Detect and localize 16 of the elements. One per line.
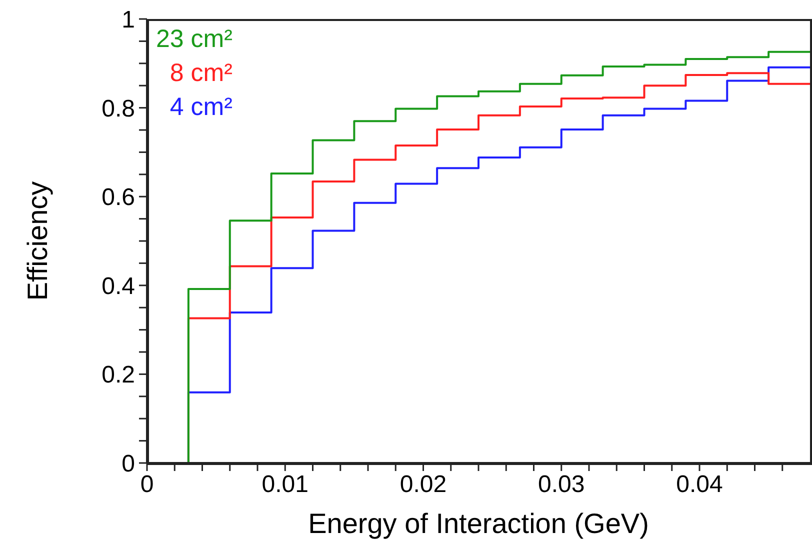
x-tick-label: 0.04 [676, 471, 723, 498]
x-tick-label: 0 [140, 471, 154, 498]
x-tick-label: 0.01 [262, 471, 308, 498]
y-axis-title: Efficiency [22, 181, 54, 301]
y-tick-label: 0.2 [102, 362, 135, 389]
y-tick-label: 1 [122, 6, 135, 34]
text: 8 cm² [168, 58, 232, 89]
y-tick-label: 0.8 [102, 95, 135, 122]
text: 4 cm² [168, 92, 232, 123]
y-tick-label: 0.4 [102, 272, 135, 300]
text: 23 cm² [156, 24, 232, 55]
x-axis-title: Energy of Interaction (GeV) [307, 508, 650, 540]
y-tick-label: 0.6 [102, 184, 135, 212]
x-tick-label: 0.03 [538, 471, 585, 498]
y-tick-label: 0 [122, 450, 135, 478]
x-tick-label: 0.02 [400, 471, 447, 498]
